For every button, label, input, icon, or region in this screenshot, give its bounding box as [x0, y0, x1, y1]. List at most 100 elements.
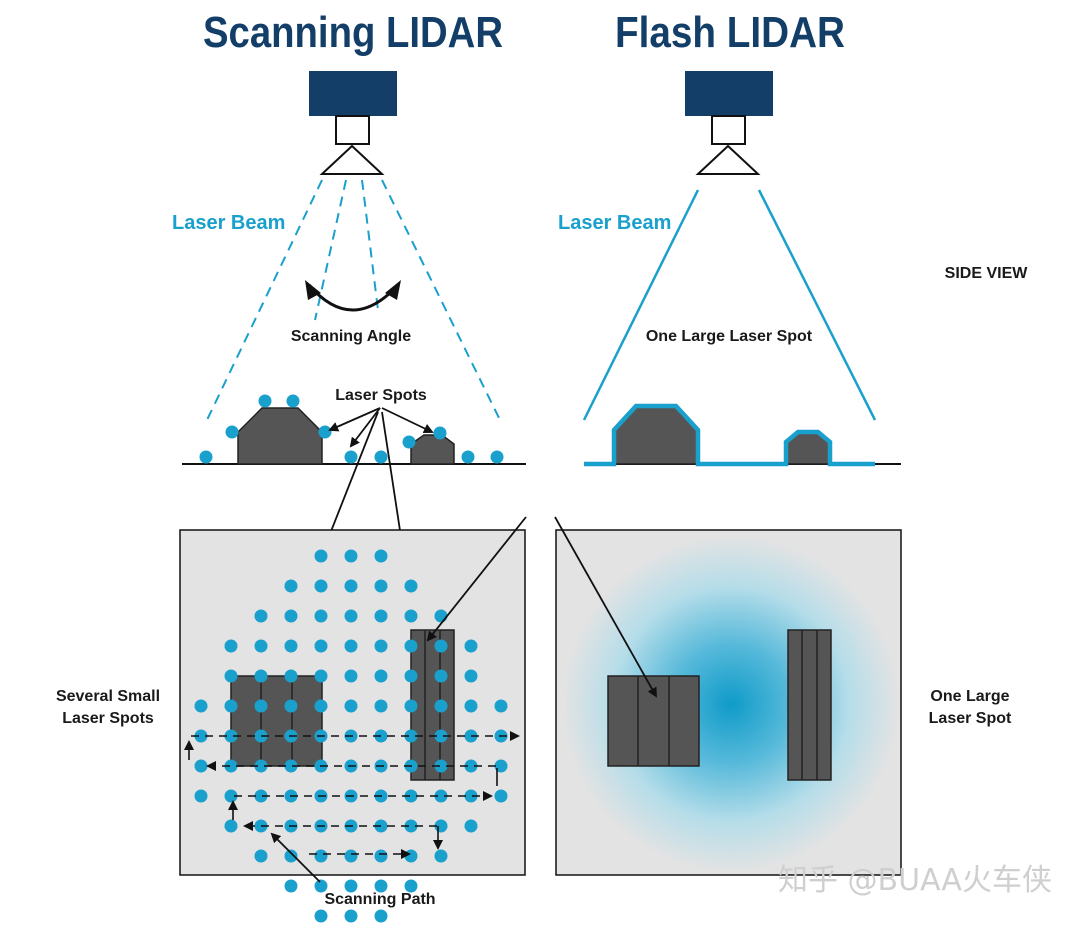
laser-spot [464, 789, 478, 803]
laser-spot [404, 699, 418, 713]
laser-spot [404, 609, 418, 623]
laser-spot [404, 579, 418, 593]
laser-spot [224, 759, 238, 773]
laser-spot [344, 849, 358, 863]
several-small-label-line2: Laser Spots [62, 710, 154, 727]
laser-spot [194, 729, 208, 743]
laser-spot [284, 669, 298, 683]
laser-spot [225, 425, 239, 439]
laser-spot [286, 394, 300, 408]
laser-spot [344, 549, 358, 563]
flash-laser-spot-glow [563, 536, 899, 872]
laser-spot [464, 639, 478, 653]
laser-spot [404, 789, 418, 803]
object-block [410, 629, 455, 781]
sensor-neck [335, 115, 370, 145]
laser-spot [434, 759, 448, 773]
scanning-sensor [309, 71, 397, 175]
laser-spot [494, 789, 508, 803]
laser-spot [199, 450, 213, 464]
scanning-path [191, 731, 520, 859]
laser-spot [314, 609, 328, 623]
sensor-lens [695, 144, 761, 175]
laser-spot [464, 819, 478, 833]
laser-spot [344, 879, 358, 893]
laser-spot [344, 669, 358, 683]
laser-spot [314, 879, 328, 893]
laser-spot [402, 435, 416, 449]
laser-spot [254, 609, 268, 623]
laser-spot [284, 699, 298, 713]
laser-spot [254, 669, 268, 683]
laser-spot [434, 789, 448, 803]
laser-spot [224, 639, 238, 653]
laser-spot [464, 759, 478, 773]
laser-spot [314, 699, 328, 713]
laser-spot [284, 579, 298, 593]
laser-spot [374, 549, 388, 563]
laser-spot [344, 579, 358, 593]
laser-spot [374, 579, 388, 593]
laser-spots-label: Laser Spots [335, 387, 427, 404]
beam-line [361, 179, 379, 311]
flash-illuminated-outline [584, 403, 875, 467]
beam-line [314, 179, 347, 321]
laser-beam-label-right: Laser Beam [558, 212, 671, 234]
laser-spot [284, 609, 298, 623]
angle-arrowhead-left [305, 280, 321, 300]
laser-spot [194, 759, 208, 773]
laser-spot [318, 425, 332, 439]
laser-spot [404, 729, 418, 743]
laser-spot [404, 819, 418, 833]
laser-spot [254, 759, 268, 773]
laser-spot [284, 639, 298, 653]
top-object-square-right [607, 675, 700, 767]
laser-spot [374, 609, 388, 623]
title-scanning-lidar: Scanning LIDAR [203, 8, 503, 57]
beam-line [206, 179, 323, 421]
laser-spot [284, 759, 298, 773]
laser-spot [344, 450, 358, 464]
sensor-body [309, 71, 397, 116]
beam-line [582, 189, 700, 421]
object-small-side-left [410, 434, 455, 465]
laser-spot [194, 789, 208, 803]
laser-spot [434, 849, 448, 863]
zoom-connector-right [554, 516, 657, 698]
scanning-path-pointer [270, 832, 321, 883]
laser-spot [254, 639, 268, 653]
scanning-path-label: Scanning Path [324, 891, 435, 908]
laser-spot-grid [194, 549, 508, 923]
laser-spot [224, 789, 238, 803]
one-large-laser-spot-top-label: One Large Laser Spot [646, 328, 813, 345]
sensor-lens [319, 144, 385, 175]
laser-spot [314, 639, 328, 653]
laser-spot [404, 639, 418, 653]
side-laser-spots [199, 394, 504, 464]
laser-spot [434, 639, 448, 653]
laser-spot [434, 729, 448, 743]
laser-spot [461, 450, 475, 464]
pointer-arrow [328, 407, 381, 432]
laser-spot [434, 699, 448, 713]
laser-spot [374, 909, 388, 923]
one-large-label-line2: Laser Spot [929, 710, 1012, 727]
sensor-neck [711, 115, 746, 145]
laser-spot [404, 849, 418, 863]
laser-spot [404, 879, 418, 893]
laser-spot [464, 669, 478, 683]
laser-spot [433, 426, 447, 440]
laser-spot [314, 549, 328, 563]
laser-spot [194, 699, 208, 713]
laser-spot [314, 669, 328, 683]
object-block [607, 675, 700, 767]
title-flash-lidar: Flash LIDAR [615, 8, 845, 57]
laser-spot [434, 669, 448, 683]
object-large-side-left [237, 407, 323, 465]
object-block [787, 629, 832, 781]
laser-spot [344, 609, 358, 623]
laser-spot [314, 579, 328, 593]
laser-spot [494, 699, 508, 713]
laser-spot [374, 669, 388, 683]
